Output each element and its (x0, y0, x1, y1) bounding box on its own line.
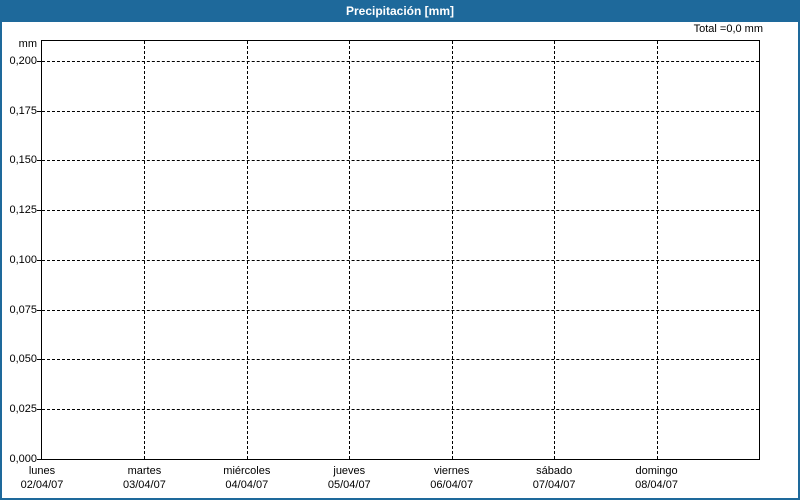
x-axis-day-name: lunes (28, 465, 56, 477)
y-axis-unit-label: mm (18, 38, 37, 50)
x-gridline (349, 41, 351, 459)
y-axis-tick (37, 110, 41, 112)
x-axis-day-name: jueves (333, 465, 366, 477)
x-gridline (246, 41, 248, 459)
y-axis-tick-label: 0,075 (9, 303, 37, 316)
y-gridline (42, 259, 759, 261)
x-axis-date: 05/04/07 (327, 479, 371, 491)
y-axis-tick (37, 259, 41, 261)
y-axis-tick (37, 359, 41, 361)
x-axis-label: jueves 05/04/07 (297, 464, 401, 492)
x-gridline (451, 41, 453, 459)
x-axis-day-name: sábado (536, 465, 573, 477)
y-gridline (42, 160, 759, 162)
x-axis-label: domingo 08/04/07 (605, 464, 709, 492)
x-axis-day-name: martes (127, 465, 162, 477)
total-annotation: Total =0,0 mm (693, 23, 763, 35)
y-axis-tick-label: 0,000 (9, 453, 37, 465)
x-axis-day-name: viernes (433, 465, 470, 477)
x-axis-label: lunes 02/04/07 (0, 464, 94, 492)
chart-title-bar: Precipitación [mm] (0, 0, 800, 22)
y-axis-tick (37, 459, 41, 460)
y-axis-tick-label: 0,125 (9, 204, 37, 217)
x-axis-label: martes 03/04/07 (92, 464, 196, 492)
y-axis-tick (37, 60, 41, 62)
y-gridline (42, 359, 759, 361)
x-axis-date: 02/04/07 (20, 479, 64, 491)
y-axis-tick-label: 0,200 (9, 54, 37, 67)
x-axis-label: miércoles 04/04/07 (195, 464, 299, 492)
y-axis-tick (37, 160, 41, 162)
y-axis-tick-label: 0,050 (9, 353, 37, 366)
y-gridline (42, 110, 759, 112)
y-gridline (42, 309, 759, 311)
y-axis-tick (37, 409, 41, 411)
x-axis-label: sábado 07/04/07 (502, 464, 606, 492)
x-gridline (656, 41, 658, 459)
x-axis-day-name: domingo (635, 465, 678, 477)
chart-title: Precipitación [mm] (345, 4, 455, 18)
x-gridline (554, 41, 556, 459)
x-axis-date: 03/04/07 (123, 479, 166, 491)
y-axis-tick (37, 309, 41, 311)
y-gridline (42, 210, 759, 212)
plot-area (37, 40, 760, 460)
x-axis-date: 07/04/07 (532, 479, 576, 491)
y-axis-tick-label: 0,025 (9, 403, 37, 416)
x-gridline (144, 41, 146, 459)
y-gridline (42, 409, 759, 411)
y-axis-tick-label: 0,150 (9, 154, 37, 167)
y-axis-tick (37, 210, 41, 212)
x-axis-date: 08/04/07 (635, 479, 678, 491)
x-axis-label: viernes 06/04/07 (400, 464, 504, 492)
x-axis-date: 04/04/07 (225, 479, 269, 491)
y-axis-tick-label: 0,100 (9, 253, 37, 266)
y-gridline (42, 60, 759, 62)
x-axis-day-name: miércoles (223, 465, 271, 477)
x-axis-date: 06/04/07 (430, 479, 474, 491)
y-axis-tick-label: 0,175 (9, 104, 37, 117)
